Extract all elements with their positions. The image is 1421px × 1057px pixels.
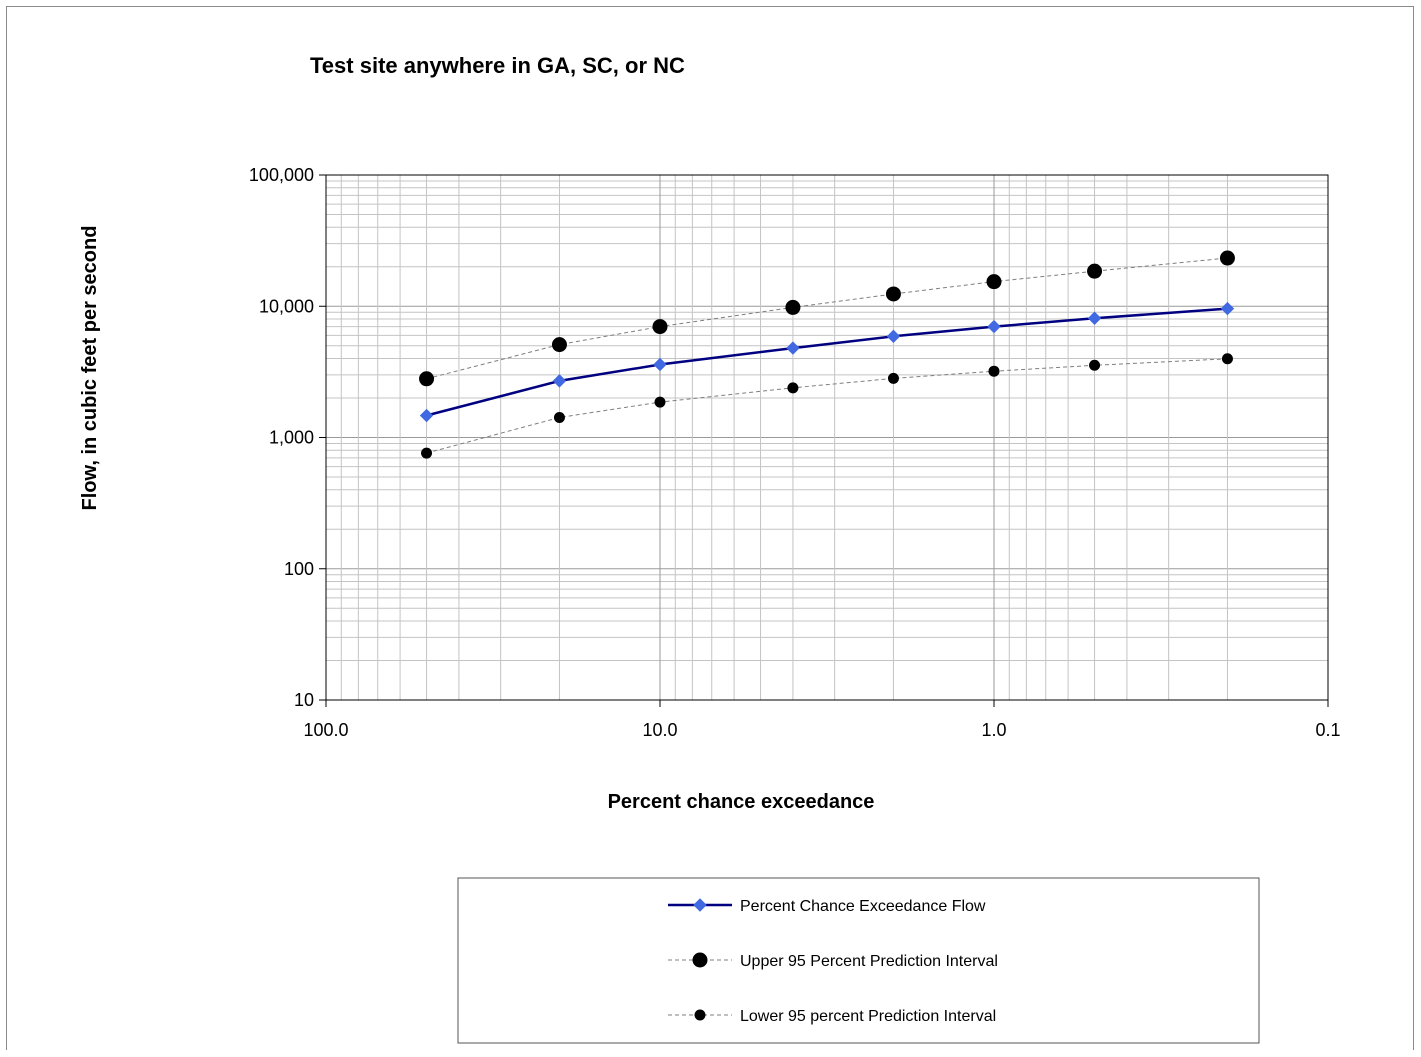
x-axis-label: Percent chance exceedance: [608, 791, 875, 813]
y-tick-label: 10: [294, 690, 314, 710]
data-point-lower: [787, 382, 799, 394]
data-point-upper: [885, 286, 901, 302]
data-point-lower: [553, 412, 565, 424]
legend-marker-main: [693, 898, 707, 912]
data-point-main: [552, 374, 567, 388]
data-point-lower: [421, 447, 433, 459]
legend-marker-upper: [692, 952, 708, 968]
data-point-upper: [1219, 250, 1235, 266]
data-point-upper: [551, 337, 567, 353]
data-point-main: [419, 408, 434, 423]
legend-label-upper: Upper 95 Percent Prediction Interval: [740, 953, 998, 970]
data-point-main: [786, 341, 800, 355]
chart-frame: [6, 6, 1414, 1050]
series-upper: [419, 250, 1235, 387]
data-point-upper: [1087, 263, 1103, 279]
data-point-lower: [988, 365, 1000, 377]
data-point-main: [653, 357, 667, 372]
data-point-upper: [419, 371, 435, 387]
data-point-upper: [652, 319, 668, 335]
legend-label-lower: Lower 95 percent Prediction Interval: [740, 1008, 996, 1025]
chart-title: Test site anywhere in GA, SC, or NC: [310, 53, 685, 78]
chart-axes: 10 100 1,000 10,000 100,000 100.0 10.0 1.0 0.1: [249, 165, 1341, 740]
data-point-lower: [654, 396, 666, 408]
data-point-main: [1087, 311, 1102, 325]
y-tick-label: 100: [284, 559, 314, 579]
series-line-upper: [426, 257, 1228, 380]
y-axis-label: Flow, in cubic feet per second: [79, 226, 101, 511]
series-main: [419, 301, 1235, 423]
data-point-upper: [785, 299, 801, 315]
data-point-upper: [986, 274, 1002, 290]
series-layer: [419, 250, 1235, 459]
data-point-lower: [887, 372, 899, 384]
y-tick-label: 1,000: [269, 428, 314, 448]
legend-label-main: Percent Chance Exceedance Flow: [740, 898, 986, 915]
x-tick-label: 1.0: [981, 720, 1006, 740]
series-lower: [421, 353, 1233, 459]
y-tick-label: 10,000: [259, 296, 314, 316]
series-line-main: [426, 307, 1228, 417]
data-point-main: [1220, 301, 1235, 316]
legend-marker-lower: [694, 1009, 706, 1021]
x-tick-label: 100.0: [303, 720, 348, 740]
chart-legend: Percent Chance Exceedance Flow Upper 95 P…: [457, 877, 1260, 1044]
x-tick-label: 10.0: [642, 720, 677, 740]
data-point-main: [987, 319, 1001, 334]
x-tick-label: 0.1: [1315, 720, 1340, 740]
data-point-lower: [1221, 353, 1233, 365]
series-line-lower: [426, 358, 1228, 454]
legend-box: [457, 877, 1260, 1044]
chart-grid: [326, 175, 1328, 700]
data-point-lower: [1089, 359, 1101, 371]
y-tick-label: 100,000: [249, 165, 314, 185]
data-point-main: [886, 329, 901, 344]
